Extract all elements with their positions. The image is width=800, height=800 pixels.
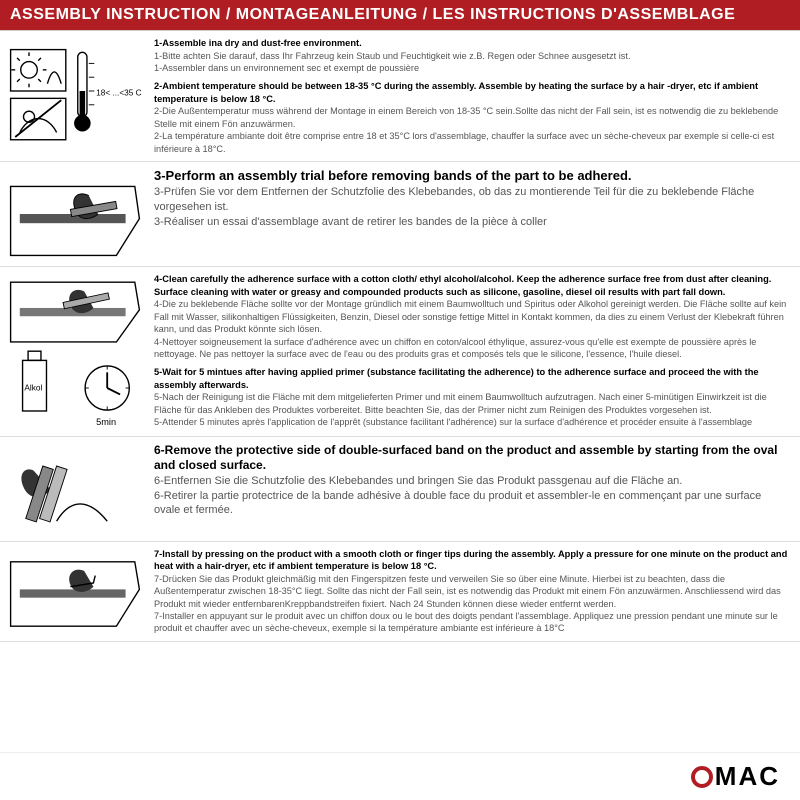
instruction-rows: 18< ...<35 C 1-Assemble ina dry and dust… [0,30,800,752]
step-lead: 5-Wait for 5 mintues after having applie… [154,366,790,391]
step-lead: 3-Perform an assembly trial before remov… [154,168,790,185]
step-line: 1-Assembler dans un environnement sec et… [154,62,790,74]
instruction-row: 18< ...<35 C 1-Assemble ina dry and dust… [0,31,800,162]
footer: MAC [0,752,800,800]
step-line: 2-Die Außentemperatur muss während der M… [154,105,790,130]
step-lead: 4-Clean carefully the adherence surface … [154,273,790,298]
row-text: 6-Remove the protective side of double-s… [150,437,800,541]
step-line: 6-Entfernen Sie die Schutzfolie des Kleb… [154,474,790,489]
logo-ring-icon [691,766,713,788]
row-text: 7-Install by pressing on the product wit… [150,542,800,641]
row-text: 4-Clean carefully the adherence surface … [150,267,800,435]
brand-logo: MAC [691,761,780,792]
step-line: 3-Réaliser un essai d'assemblage avant d… [154,215,790,230]
step-lead: 1-Assemble ina dry and dust-free environ… [154,37,790,50]
header-bar: ASSEMBLY INSTRUCTION / MONTAGEANLEITUNG … [0,0,800,30]
row-text: 3-Perform an assembly trial before remov… [150,162,800,266]
header-title: ASSEMBLY INSTRUCTION / MONTAGEANLEITUNG … [10,6,735,23]
step-lead: 6-Remove the protective side of double-s… [154,443,790,474]
step-line: 7-Drücken Sie das Produkt gleichmäßig mi… [154,573,790,610]
step-line: 3-Prüfen Sie vor dem Entfernen der Schut… [154,185,790,215]
row-icon-peel [0,437,150,541]
row-text: 1-Assemble ina dry and dust-free environ… [150,31,800,161]
temp-range-label: 18< ...<35 C [96,89,142,98]
svg-text:Alkol: Alkol [24,384,42,393]
instruction-row: 6-Remove the protective side of double-s… [0,437,800,542]
step-line: 1-Bitte achten Sie darauf, dass Ihr Fahr… [154,50,790,62]
row-icon-env-temp: 18< ...<35 C [0,31,150,161]
step-line: 6-Retirer la partie protectrice de la ba… [154,489,790,519]
step-lead: 2-Ambient temperature should be between … [154,80,790,105]
step-line: 4-Die zu beklebende Fläche sollte vor de… [154,298,790,335]
row-icon-clean-wait: Alkol 5min [0,267,150,435]
brand-text: MAC [715,761,780,792]
step-line: 4-Nettoyer soigneusement la surface d'ad… [154,336,790,361]
instruction-row: 7-Install by pressing on the product wit… [0,542,800,642]
row-icon-trial [0,162,150,266]
instruction-row: Alkol 5min 4-Clean carefully the adheren… [0,267,800,436]
instruction-row: 3-Perform an assembly trial before remov… [0,162,800,267]
step-lead: 7-Install by pressing on the product wit… [154,548,790,573]
step-line: 5-Nach der Reinigung ist die Fläche mit … [154,391,790,416]
step-line: 5-Attender 5 minutes après l'application… [154,416,790,428]
row-icon-press [0,542,150,641]
step-line: 2-La température ambiante doit être comp… [154,130,790,155]
svg-text:5min: 5min [96,417,116,427]
step-line: 7-Installer en appuyant sur le produit a… [154,610,790,635]
